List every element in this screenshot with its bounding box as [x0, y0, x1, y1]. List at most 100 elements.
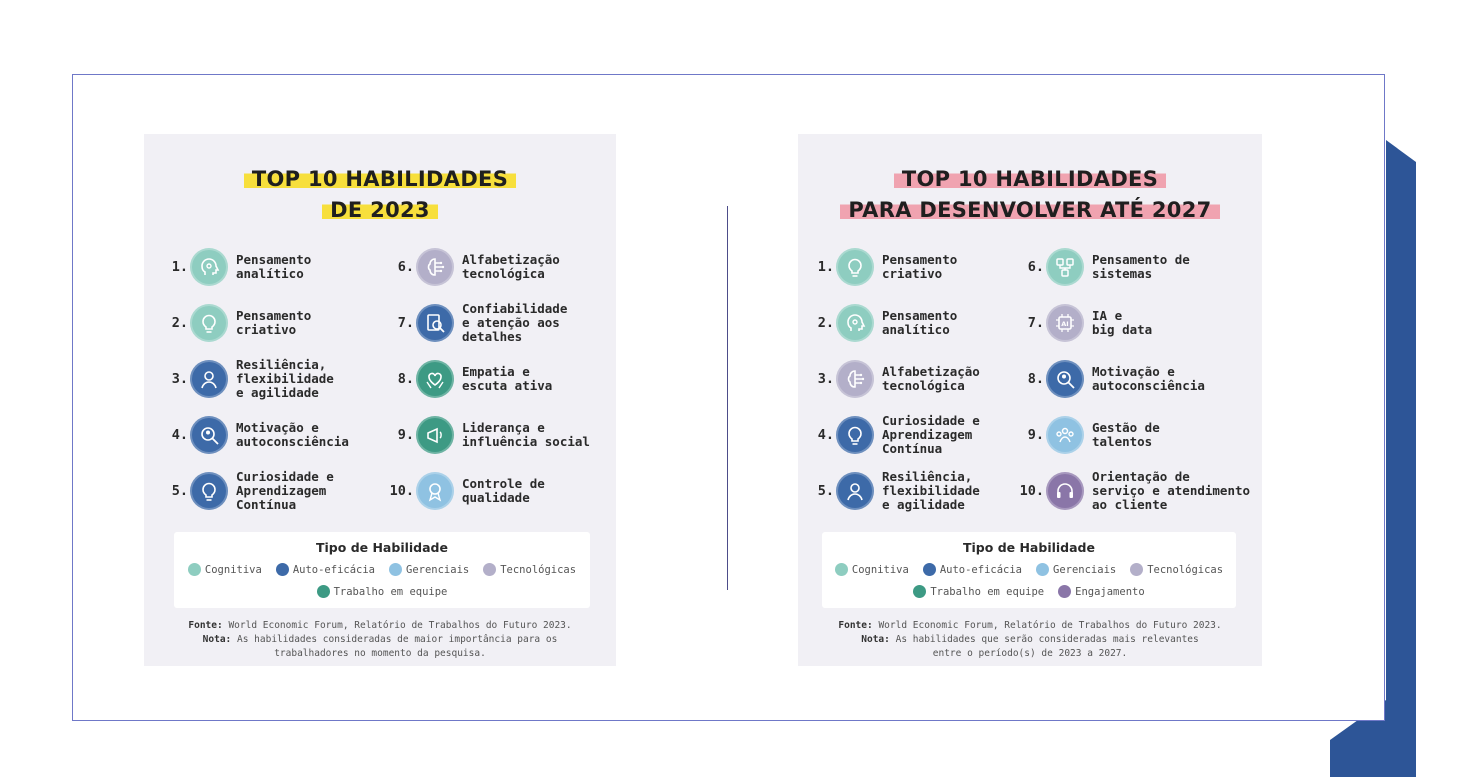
footnote: Fonte: World Economic Forum, Relatório d…: [798, 619, 1262, 661]
legend-label: Auto-eficácia: [292, 563, 375, 576]
magnifier-person-icon: [190, 416, 228, 454]
brain-circuit-icon: [416, 248, 454, 286]
legend-dot: [922, 563, 936, 576]
skill-rank: 10.: [389, 483, 414, 499]
brain-circuit-icon: [836, 360, 874, 398]
skill-rank: 7.: [397, 315, 414, 331]
document-magnifier-icon: [416, 304, 454, 342]
skill-rank: 9.: [1027, 427, 1044, 443]
legend-row: Cognitiva Auto-eficácia Gerenciais Tecnológ…: [822, 563, 1236, 576]
skill-label: Orientação de serviço e atendimento ao c…: [1092, 469, 1251, 512]
note-line: Nota: As habilidades consideradas de mai…: [144, 633, 616, 647]
skill-label: IA e big data: [1092, 308, 1153, 337]
skill-item: 8. Motivação e autoconsciência: [1018, 357, 1205, 401]
legend-row: Trabalho em equipe Engajamento: [822, 585, 1236, 598]
lightbulb-icon: [190, 304, 228, 342]
vertical-divider: [727, 206, 728, 590]
note-line-2: trabalhadores no momento da pesquisa.: [274, 648, 486, 659]
legend-item: Trabalho em equipe: [316, 585, 448, 598]
skill-item: 9. Gestão de talentos: [1018, 413, 1160, 457]
team-icon: [1046, 416, 1084, 454]
skill-item: 10. Orientação de serviço e atendimento a…: [1018, 469, 1250, 513]
skill-label: Pensamento criativo: [236, 308, 312, 337]
skill-item: 2. Pensamento analítico: [808, 301, 957, 345]
skill-rank: 3.: [817, 371, 834, 387]
source-text: World Economic Forum, Relatório de Traba…: [228, 620, 572, 631]
lightbulb-icon: [836, 416, 874, 454]
magnifier-person-icon: [1046, 360, 1084, 398]
skill-rank: 9.: [397, 427, 414, 443]
badge-icon: [416, 472, 454, 510]
skill-label: Pensamento criativo: [882, 252, 958, 281]
source-label: Fonte:: [188, 620, 223, 631]
legend-label: Cognitiva: [851, 563, 909, 576]
legend-label: Trabalho em equipe: [930, 585, 1045, 598]
person-icon: [836, 472, 874, 510]
skill-item: 10. Controle de qualidade: [388, 469, 545, 513]
legend-dot: [1130, 563, 1144, 576]
skill-rank: 3.: [171, 371, 188, 387]
legend-title: Tipo de Habilidade: [963, 540, 1095, 555]
source-label: Fonte:: [838, 620, 873, 631]
source-text: World Economic Forum, Relatório de Traba…: [878, 620, 1222, 631]
legend-item: Gerenciais: [389, 563, 469, 576]
legend-label: Tecnológicas: [1147, 563, 1224, 576]
infographic-title: TOP 10 HABILIDADES PARA DESENVOLVER ATÉ …: [798, 164, 1262, 226]
head-icon: [190, 248, 228, 286]
skill-rank: 8.: [1027, 371, 1044, 387]
megaphone-icon: [416, 416, 454, 454]
skill-rank: 4.: [817, 427, 834, 443]
skill-label: Empatia e escuta ativa: [462, 364, 553, 393]
skill-label: Curiosidade e Aprendizagem Contínua: [236, 469, 334, 512]
skill-item: 4. Motivação e autoconsciência: [162, 413, 349, 457]
ai-chip-icon: AI: [1046, 304, 1084, 342]
skill-rank: 8.: [397, 371, 414, 387]
title-line-2: PARA DESENVOLVER ATÉ 2027: [840, 198, 1220, 222]
legend-dot: [913, 585, 927, 598]
note-line-2: entre o período(s) de 2023 a 2027.: [932, 648, 1128, 659]
skill-label: Motivação e autoconsciência: [1092, 364, 1205, 393]
network-icon: [1046, 248, 1084, 286]
note-label: Nota:: [202, 634, 232, 645]
legend: Tipo de Habilidade Cognitiva Auto-eficáci…: [174, 532, 590, 608]
legend-item: Engajamento: [1058, 585, 1145, 598]
skill-item: 1. Pensamento criativo: [808, 245, 957, 289]
title-line-1: TOP 10 HABILIDADES: [243, 167, 517, 191]
skill-rank: 1.: [171, 259, 188, 275]
note-text: As habilidades que serão consideradas ma…: [895, 634, 1199, 645]
skill-item: 6. Alfabetização tecnológica: [388, 245, 560, 289]
legend-label: Auto-eficácia: [939, 563, 1022, 576]
legend-label: Trabalho em equipe: [333, 585, 448, 598]
skill-label: Curiosidade e Aprendizagem Contínua: [882, 413, 980, 456]
legend-dot: [834, 563, 848, 576]
skill-item: 5. Resiliência, flexibilidade e agilidade: [808, 469, 980, 513]
heart-hands-icon: [416, 360, 454, 398]
skill-label: Resiliência, flexibilidade e agilidade: [236, 357, 334, 400]
legend-dot: [275, 563, 289, 576]
legend-row: Cognitiva Auto-eficácia Gerenciais Tecnológ…: [174, 563, 590, 576]
svg-text:AI: AI: [1061, 320, 1068, 328]
legend-item: Tecnológicas: [1130, 563, 1223, 576]
skill-rank: 4.: [171, 427, 188, 443]
note-label: Nota:: [861, 634, 890, 645]
skill-rank: 7.: [1027, 315, 1044, 331]
skill-item: 3. Resiliência, flexibilidade e agilidade: [162, 357, 334, 401]
skill-rank: 1.: [817, 259, 834, 275]
legend-dot: [187, 563, 201, 576]
skill-item: 4. Curiosidade e Aprendizagem Contínua: [808, 413, 980, 457]
skill-item: 9. Liderança e influência social: [388, 413, 590, 457]
skill-item: 8. Empatia e escuta ativa: [388, 357, 552, 401]
legend-title: Tipo de Habilidade: [316, 540, 448, 555]
skill-label: Controle de qualidade: [462, 476, 545, 505]
skill-item: 7. AI IA e big data: [1018, 301, 1152, 345]
legend-label: Cognitiva: [204, 563, 262, 576]
skill-rank: 6.: [397, 259, 414, 275]
skill-item: 3. Alfabetização tecnológica: [808, 357, 980, 401]
headset-icon: [1046, 472, 1084, 510]
legend-item: Cognitiva: [187, 563, 262, 576]
skill-item: 2. Pensamento criativo: [162, 301, 311, 345]
legend-dot: [483, 563, 497, 576]
skill-item: 6. Pensamento de sistemas: [1018, 245, 1190, 289]
source-line: Fonte: World Economic Forum, Relatório d…: [798, 619, 1262, 633]
legend-row: Trabalho em equipe: [174, 585, 590, 598]
